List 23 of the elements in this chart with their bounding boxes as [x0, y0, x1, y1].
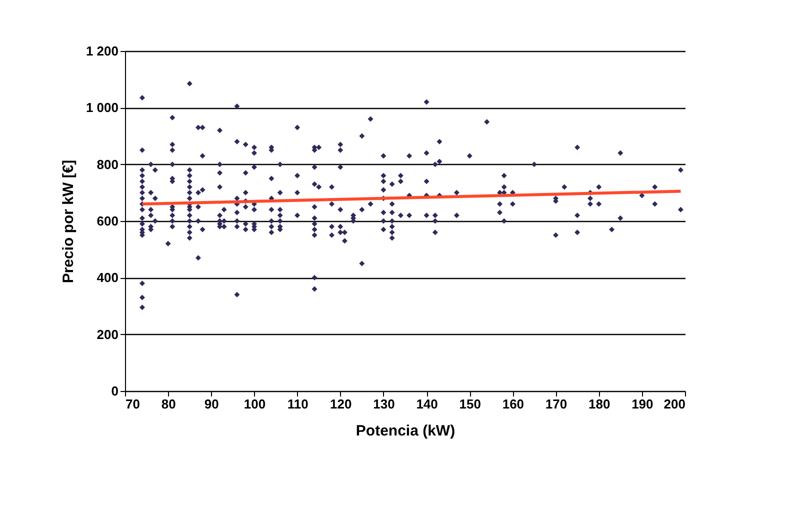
y-tick-label: 200 — [96, 326, 118, 342]
x-tick-label: 130 — [373, 396, 395, 412]
y-tick-label: 800 — [96, 156, 118, 172]
x-tick-label: 150 — [459, 396, 481, 412]
x-tick-label: 120 — [330, 396, 352, 412]
y-tick-label: 600 — [96, 214, 118, 228]
x-tick-label: 90 — [204, 396, 219, 412]
x-tick-label: 180 — [588, 396, 610, 412]
y-tick-label: 1 000 — [86, 100, 118, 116]
y-tick-label: 400 — [96, 270, 118, 286]
x-tick-label: 160 — [502, 396, 524, 412]
x-tick-label: 190 — [632, 396, 654, 412]
y-axis-title: Precio por kW [€] — [60, 160, 77, 284]
x-tick-label: 110 — [287, 396, 308, 412]
x-tick-label: 200 — [664, 396, 686, 412]
x-tick-label: 100 — [244, 396, 266, 412]
y-tick-label: 1 200 — [86, 44, 118, 58]
x-tick-label: 140 — [416, 396, 438, 412]
x-tick-label: 80 — [161, 396, 176, 412]
x-tick-label: 70 — [126, 396, 140, 412]
x-tick-label: 170 — [545, 396, 568, 412]
x-axis-title: Potencia (kW) — [356, 422, 456, 440]
y-tick-label: 0 — [111, 384, 118, 398]
